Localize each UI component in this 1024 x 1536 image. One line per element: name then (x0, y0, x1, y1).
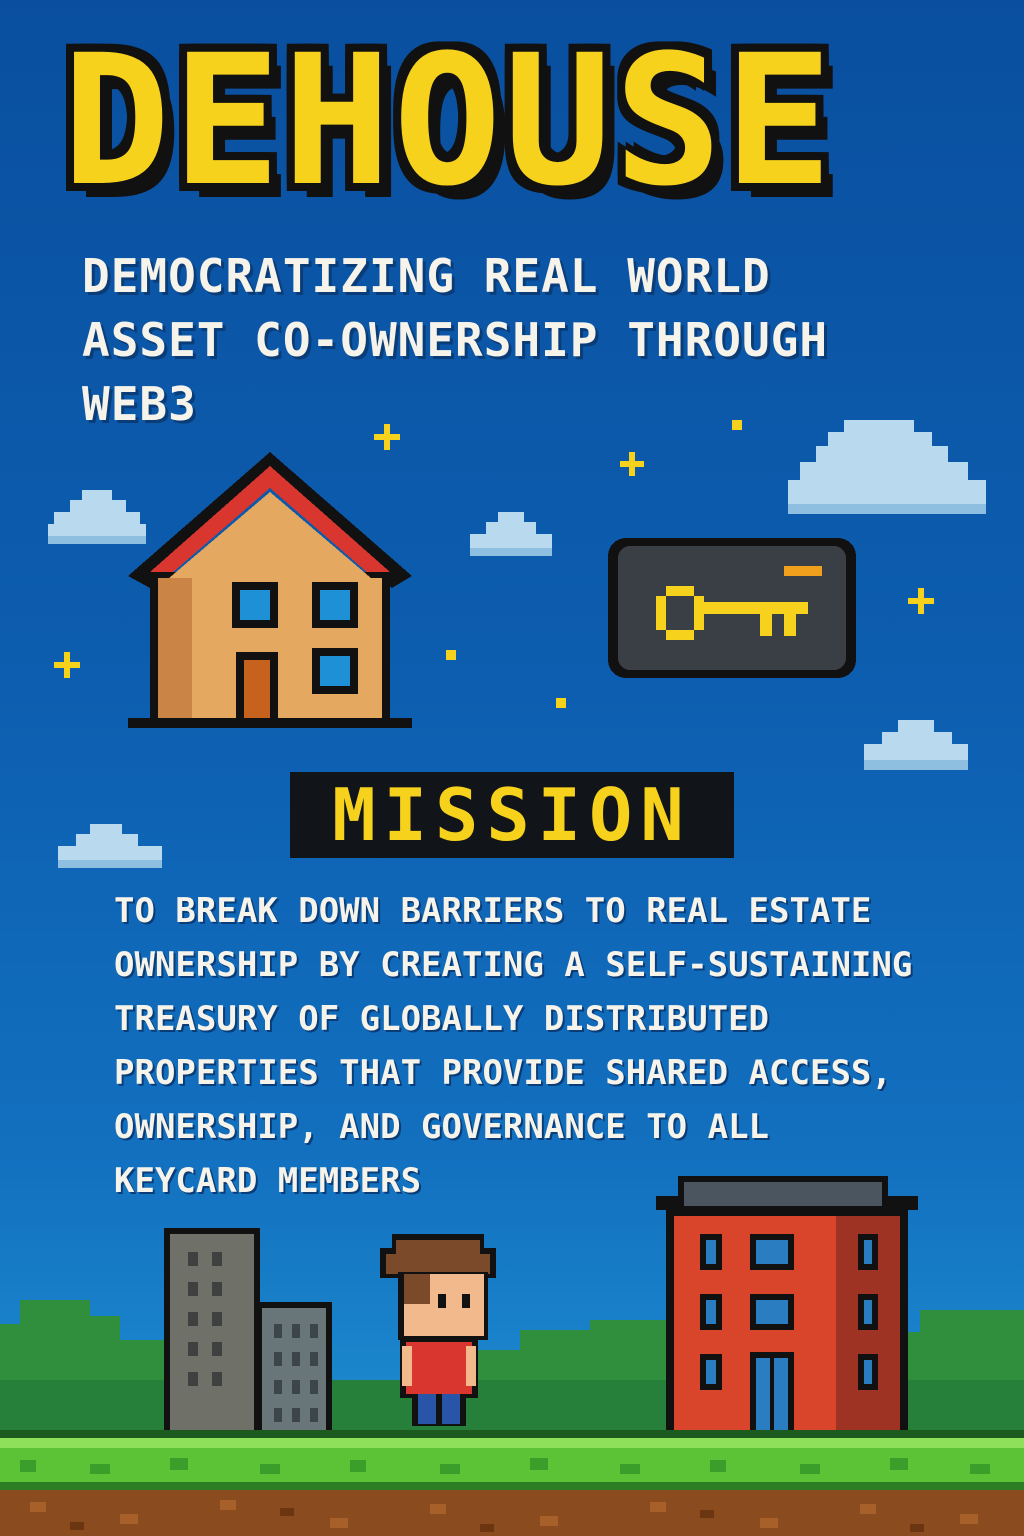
pixel-house-icon (128, 452, 412, 728)
mission-line: TO BREAK DOWN BARRIERS TO REAL ESTATE (114, 891, 872, 931)
mission-line: TREASURY OF GLOBALLY DISTRIBUTED (114, 999, 770, 1039)
star-dot-icon (446, 650, 456, 660)
mission-heading: MISSION (332, 773, 692, 857)
skyscraper-icon (164, 1228, 332, 1434)
star-sparkle-icon (908, 588, 934, 614)
subtitle-line: WEB3 (82, 377, 197, 431)
star-sparkle-icon (374, 424, 400, 450)
keycard-key-icon (608, 538, 856, 678)
cloud-icon (58, 824, 162, 868)
mission-statement: TO BREAK DOWN BARRIERS TO REAL ESTATE OW… (114, 884, 1014, 1208)
apartment-building-icon (656, 1176, 918, 1434)
cloud-icon (864, 720, 968, 770)
star-sparkle-icon (54, 652, 80, 678)
mission-line: KEYCARD MEMBERS (114, 1161, 422, 1201)
mission-heading-box: MISSION (290, 772, 734, 858)
grass-ground-icon (0, 1430, 1024, 1536)
star-dot-icon (556, 698, 566, 708)
star-dot-icon (732, 420, 742, 430)
mission-line: OWNERSHIP, AND GOVERNANCE TO ALL (114, 1107, 770, 1147)
star-sparkle-icon (620, 452, 644, 476)
subtitle-line: DEMOCRATIZING REAL WORLD (82, 249, 771, 303)
subtitle-line: ASSET CO-OWNERSHIP THROUGH (82, 313, 829, 367)
mission-line: PROPERTIES THAT PROVIDE SHARED ACCESS, (114, 1053, 892, 1093)
poster-subtitle: DEMOCRATIZING REAL WORLD ASSET CO-OWNERS… (82, 244, 962, 436)
pixel-character-icon (380, 1234, 496, 1426)
cloud-icon (48, 490, 146, 544)
cloud-icon (788, 420, 986, 514)
cloud-icon (470, 512, 552, 556)
mission-line: OWNERSHIP BY CREATING A SELF-SUSTAINING (114, 945, 913, 985)
poster-title: DEHOUSE (62, 17, 835, 226)
